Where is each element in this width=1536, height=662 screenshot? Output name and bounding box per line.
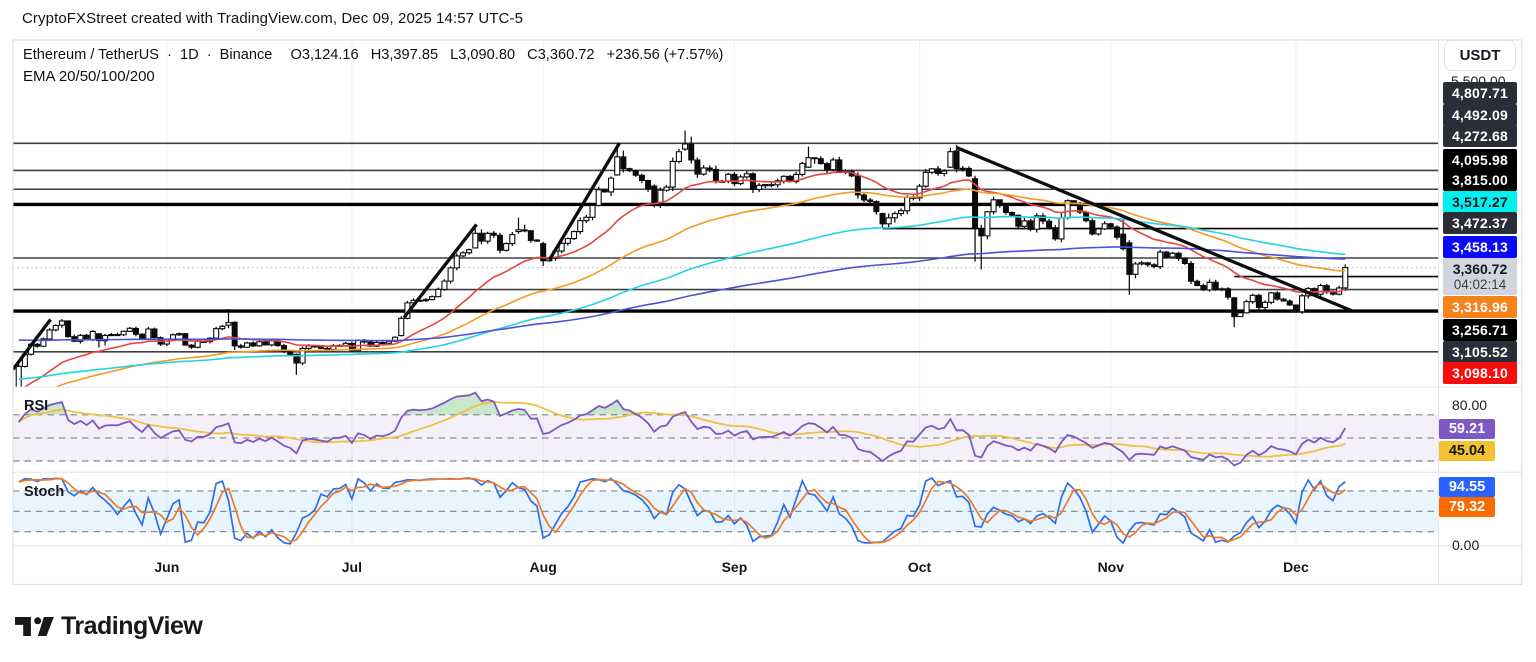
- price-label-level-3105: 3,105.52: [1443, 341, 1517, 363]
- ohlc-open-value: 3,124.16: [301, 47, 359, 63]
- price-label-level-3815: 3,815.00: [1443, 168, 1517, 191]
- legend-separator-2: ·: [206, 47, 212, 63]
- currency-tab[interactable]: USDT: [1444, 40, 1516, 71]
- stoch-d-line: [18, 477, 1346, 544]
- price-label-ema200-value: 3,458.13: [1443, 235, 1517, 258]
- price-label-ema100-value: 3,517.27: [1443, 191, 1517, 214]
- price-label-ema20-value: 3,098.10: [1443, 362, 1517, 385]
- candlestick-series[interactable]: [15, 130, 1349, 402]
- trendline-1[interactable]: [13, 318, 52, 371]
- ohlc-high-label: H: [370, 47, 382, 63]
- price-label-level-4095: 4,095.98: [1443, 148, 1517, 171]
- month-label-jul[interactable]: Jul: [341, 559, 363, 575]
- stoch-k-value: 94.55: [1439, 476, 1495, 497]
- legend-separator-1: ·: [167, 47, 172, 63]
- tradingview-logo-text: TradingView: [61, 612, 203, 640]
- current-price-value: 3,360.72: [1452, 260, 1508, 277]
- ohlc-high-value: 3,397.85: [381, 47, 439, 63]
- ohlc-low-value: 3,090.80: [458, 47, 516, 63]
- price-label-level-3472: 3,472.37: [1443, 212, 1517, 235]
- bar-countdown: 04:02:14: [1453, 276, 1507, 292]
- panel-border: [12, 39, 1523, 585]
- month-label-aug[interactable]: Aug: [529, 559, 557, 575]
- credit-line: CryptoFXStreet created with TradingView.…: [22, 10, 524, 27]
- ema-50-line: [55, 188, 1346, 387]
- ema-200-line: [18, 246, 1346, 342]
- month-label-dec[interactable]: Dec: [1283, 559, 1309, 575]
- stoch-pane-title[interactable]: Stoch: [24, 483, 65, 500]
- ema-legend[interactable]: EMA 20/50/100/200: [23, 68, 155, 85]
- trendline-3[interactable]: [547, 142, 621, 261]
- rsi-ma-line: [18, 401, 1346, 458]
- rsi-pane-title[interactable]: RSI: [24, 398, 49, 414]
- tradingview-logo[interactable]: TradingView: [15, 612, 203, 641]
- stoch-k-line: [18, 477, 1346, 545]
- month-label-nov[interactable]: Nov: [1097, 559, 1125, 575]
- ohlc-close-label: C: [527, 47, 538, 63]
- symbol-name[interactable]: Ethereum / TetherUS: [23, 47, 160, 63]
- stoch-tick-0: 0.00: [1452, 536, 1480, 553]
- symbol-exchange: Binance: [219, 47, 273, 63]
- price-label-level-4492: 4,492.09: [1443, 104, 1517, 127]
- ohlc-open-label: O: [290, 47, 302, 63]
- ohlc-change: +236.56 (+7.57%): [606, 47, 724, 63]
- trendline-4[interactable]: [955, 146, 1353, 313]
- month-label-sep[interactable]: Sep: [721, 559, 748, 575]
- price-label-level-3256: 3,256.71: [1443, 318, 1517, 341]
- symbol-legend[interactable]: Ethereum / TetherUS · 1D · Binance O3,12…: [23, 47, 723, 63]
- tradingview-logo-icon: [15, 617, 54, 636]
- rsi-value: 59.21: [1439, 418, 1495, 439]
- month-label-jun[interactable]: Jun: [154, 559, 180, 575]
- rsi-tick-80: 80.00: [1452, 396, 1488, 413]
- rsi-line: [18, 391, 1347, 467]
- ohlc-low-label: L: [450, 47, 459, 63]
- current-price-label: 3,360.72 04:02:14: [1443, 257, 1517, 295]
- month-label-oct[interactable]: Oct: [907, 559, 932, 575]
- price-label-ema50-value: 3,316.96: [1443, 296, 1517, 318]
- stoch-d-value: 79.32: [1439, 497, 1495, 518]
- ohlc-close-value: 3,360.72: [537, 47, 595, 63]
- symbol-interval[interactable]: 1D: [180, 47, 199, 63]
- price-label-level-4272: 4,272.68: [1443, 125, 1517, 148]
- ema-100-line: [18, 215, 1346, 380]
- trendline-2[interactable]: [402, 223, 478, 319]
- rsi-ma-value: 45.04: [1439, 440, 1495, 461]
- price-label-level-4807: 4,807.71: [1443, 81, 1517, 104]
